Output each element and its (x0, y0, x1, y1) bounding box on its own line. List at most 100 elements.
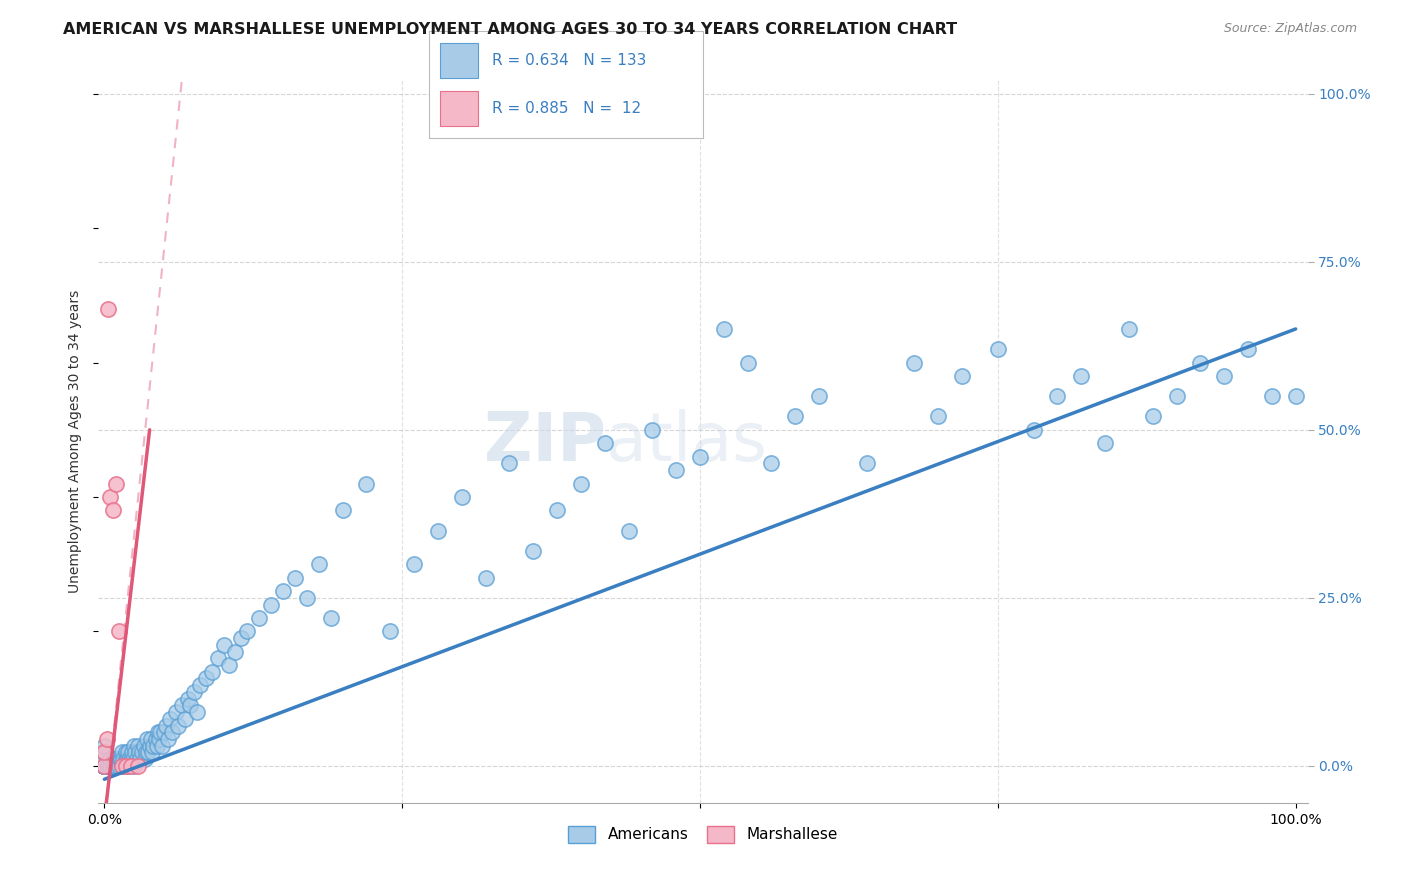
Point (271, 584, 294, 599)
Point (903, 355, 925, 369)
Point (114, 745, 136, 759)
Point (179, 698, 201, 713)
Point (93, 759, 115, 773)
Point (122, 739, 145, 753)
Point (148, 731, 170, 746)
Point (98, 759, 121, 773)
Point (145, 731, 167, 746)
Point (236, 624, 259, 639)
Point (101, 503, 124, 517)
Point (200, 665, 222, 679)
Point (118, 752, 141, 766)
Point (101, 759, 124, 773)
Point (110, 752, 132, 766)
Point (569, 476, 592, 491)
Point (141, 745, 163, 759)
Point (404, 558, 426, 572)
Point (93, 752, 115, 766)
Point (108, 752, 131, 766)
Point (129, 752, 152, 766)
Point (127, 739, 149, 753)
Point (93, 759, 115, 773)
Point (98, 490, 121, 504)
Point (174, 712, 197, 726)
Point (114, 759, 136, 773)
Point (1237, 342, 1260, 356)
Point (138, 739, 160, 753)
Point (105, 759, 128, 773)
FancyBboxPatch shape (440, 91, 478, 127)
Text: R = 0.885   N =  12: R = 0.885 N = 12 (492, 101, 641, 116)
Point (131, 745, 153, 759)
Point (111, 759, 134, 773)
Point (134, 752, 156, 766)
Point (128, 745, 150, 759)
Point (93, 745, 115, 759)
Point (474, 571, 496, 585)
Point (103, 752, 125, 766)
Point (183, 685, 205, 699)
Point (284, 571, 307, 585)
Point (120, 759, 142, 773)
Point (1142, 409, 1164, 424)
Point (122, 752, 145, 766)
Point (155, 718, 177, 732)
Point (107, 759, 129, 773)
Point (114, 759, 136, 773)
FancyBboxPatch shape (440, 43, 478, 78)
Point (105, 759, 128, 773)
Point (96, 731, 118, 746)
Point (450, 490, 472, 504)
Point (194, 672, 217, 686)
Point (641, 423, 664, 437)
Point (380, 624, 402, 639)
Point (115, 752, 138, 766)
Text: ZIP: ZIP (484, 409, 606, 475)
Point (247, 611, 270, 625)
Point (93, 759, 115, 773)
Point (93, 759, 115, 773)
Point (1070, 369, 1092, 384)
Point (135, 745, 157, 759)
Legend: Americans, Marshallese: Americans, Marshallese (562, 820, 844, 849)
Point (856, 456, 879, 470)
Point (117, 759, 139, 773)
Point (218, 658, 240, 673)
Point (1094, 436, 1116, 450)
Point (665, 463, 688, 477)
Point (332, 503, 354, 517)
Point (1285, 389, 1308, 403)
Text: R = 0.634   N = 133: R = 0.634 N = 133 (492, 54, 647, 68)
Point (150, 739, 173, 753)
Point (93, 752, 115, 766)
Point (104, 752, 127, 766)
Point (93, 759, 115, 773)
Point (713, 322, 735, 336)
Point (93, 759, 115, 773)
Point (498, 456, 520, 470)
Point (761, 456, 783, 470)
Point (111, 759, 134, 773)
Point (142, 739, 165, 753)
Point (93, 759, 115, 773)
Point (149, 725, 172, 739)
Point (426, 524, 449, 538)
Point (1189, 355, 1212, 369)
Point (146, 725, 169, 739)
Point (1022, 423, 1045, 437)
Point (167, 718, 190, 732)
Point (139, 731, 162, 746)
Point (319, 611, 342, 625)
Point (93, 745, 115, 759)
Point (808, 389, 831, 403)
Point (159, 712, 181, 726)
Point (156, 731, 179, 746)
Point (165, 705, 187, 719)
Point (136, 731, 159, 746)
Point (93, 739, 115, 753)
Point (987, 342, 1010, 356)
Point (104, 759, 127, 773)
Point (93, 759, 115, 773)
Point (1118, 322, 1140, 336)
Point (1046, 389, 1069, 403)
